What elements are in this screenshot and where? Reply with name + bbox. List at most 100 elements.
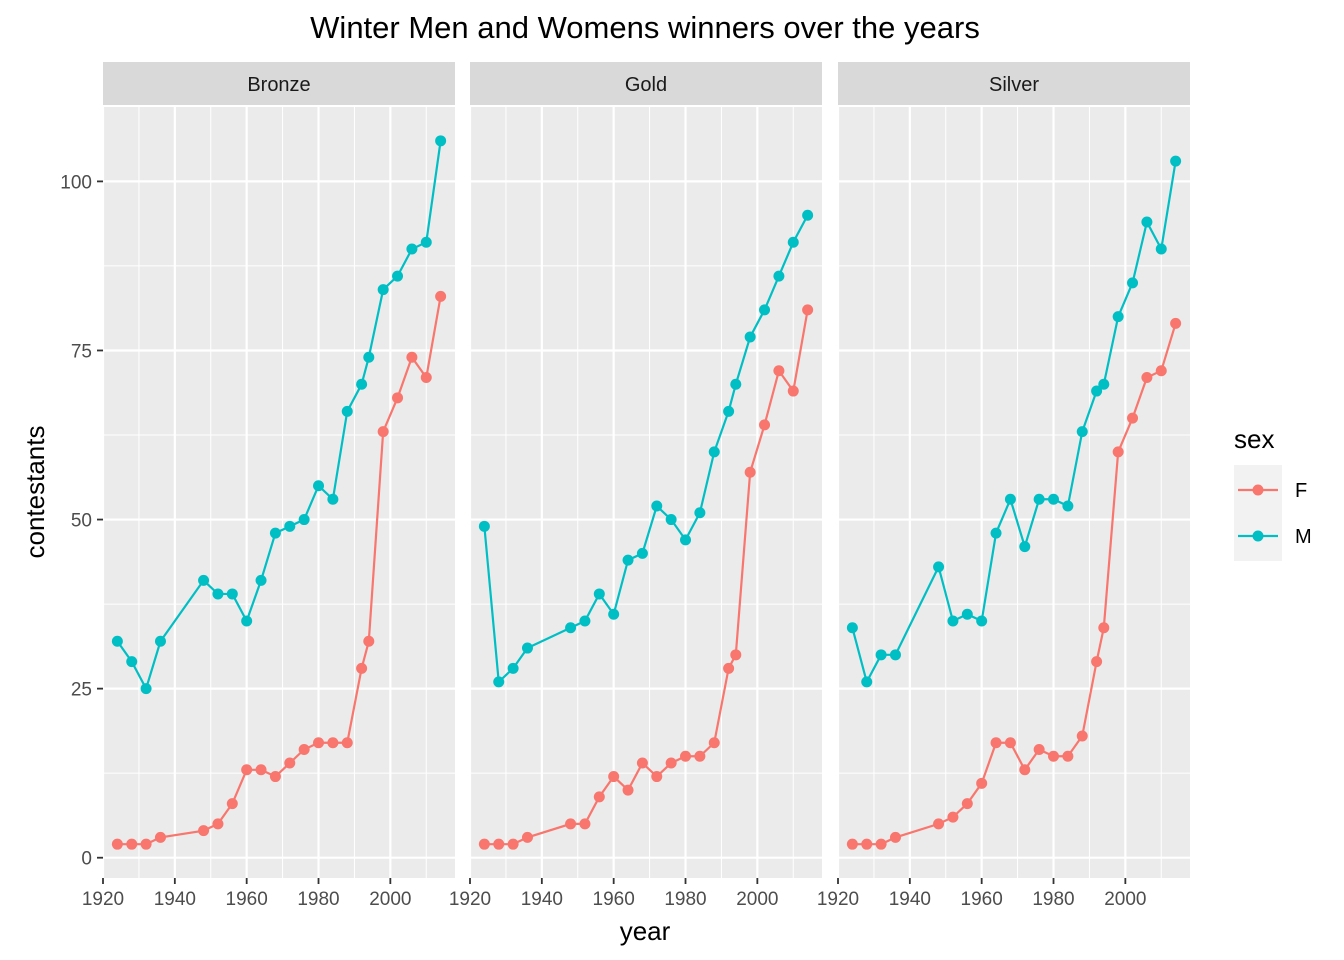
data-point <box>708 446 720 458</box>
data-point <box>565 818 577 830</box>
data-point <box>861 676 873 688</box>
data-point <box>111 838 123 850</box>
data-point <box>846 838 858 850</box>
data-point <box>1019 541 1031 553</box>
gridlines-gold <box>468 107 822 878</box>
data-point <box>521 831 533 843</box>
plot-background-gold <box>470 107 822 878</box>
data-point <box>744 466 756 478</box>
data-point <box>665 757 677 769</box>
data-point <box>773 270 785 282</box>
data-point <box>636 757 648 769</box>
data-point <box>889 649 901 661</box>
panel-silver: Silver 1920 1940 1960 1980 2000 <box>817 62 1190 910</box>
data-point <box>406 243 418 255</box>
data-point <box>392 392 404 404</box>
data-point <box>1155 365 1167 377</box>
data-point <box>875 649 887 661</box>
data-point <box>723 405 735 417</box>
data-point <box>255 574 267 586</box>
x-tick-label: 1920 <box>449 889 491 910</box>
data-point <box>708 737 720 749</box>
data-point <box>154 831 166 843</box>
x-tick-label: 1920 <box>817 889 859 910</box>
strip-gold <box>470 62 822 105</box>
data-point <box>665 514 677 526</box>
data-point <box>406 351 418 363</box>
x-tick-label: 1980 <box>297 889 339 910</box>
x-axis-bronze: 1920 1940 1960 1980 2000 <box>82 878 411 910</box>
data-point <box>212 818 224 830</box>
data-point <box>255 764 267 776</box>
x-axis-title: year <box>620 916 671 946</box>
gridlines-bronze <box>101 107 455 878</box>
data-point <box>420 372 432 384</box>
data-point <box>787 385 799 397</box>
data-point <box>875 838 887 850</box>
data-point <box>1098 378 1110 390</box>
data-point <box>961 798 973 810</box>
data-point <box>327 737 339 749</box>
data-point <box>1062 750 1074 762</box>
series-line <box>116 140 442 692</box>
data-point <box>759 419 771 431</box>
data-point <box>694 507 706 519</box>
data-point <box>1048 750 1060 762</box>
legend: sex F M <box>1234 424 1312 561</box>
data-point <box>802 304 814 316</box>
data-point <box>269 527 281 539</box>
data-point <box>377 426 389 438</box>
data-point <box>341 405 353 417</box>
gridlines-silver <box>836 107 1190 878</box>
y-tick-label: 75 <box>71 341 92 362</box>
legend-label: M <box>1295 526 1312 548</box>
data-point <box>507 662 519 674</box>
data-point <box>680 750 692 762</box>
data-point <box>126 838 138 850</box>
data-point <box>846 622 858 634</box>
x-tick-label: 1960 <box>593 889 635 910</box>
series-f-silver <box>846 317 1182 850</box>
data-point <box>1091 656 1103 668</box>
data-point <box>284 757 296 769</box>
legend-entry-f: F <box>1238 480 1307 502</box>
data-point <box>327 493 339 505</box>
data-point <box>241 764 253 776</box>
data-point <box>947 811 959 823</box>
data-point <box>976 777 988 789</box>
data-point <box>976 615 988 627</box>
data-point <box>1112 446 1124 458</box>
data-point <box>198 574 210 586</box>
data-point <box>1004 493 1016 505</box>
data-point <box>493 676 505 688</box>
data-point <box>1062 500 1074 512</box>
data-point <box>126 656 138 668</box>
data-point <box>478 520 490 532</box>
data-point <box>241 615 253 627</box>
series-m-gold <box>478 209 814 688</box>
series-m-silver <box>846 155 1182 688</box>
data-point <box>363 351 375 363</box>
data-point <box>1170 317 1182 329</box>
data-point <box>723 662 735 674</box>
data-point <box>990 527 1002 539</box>
data-point <box>493 838 505 850</box>
strip-silver <box>838 62 1190 105</box>
data-point <box>1127 277 1139 289</box>
data-point <box>140 838 152 850</box>
data-point <box>579 615 591 627</box>
x-tick-label: 1980 <box>1032 889 1074 910</box>
panel-bronze: Bronze 1920 1940 1960 1980 2000 0 25 50 75 100 <box>60 62 455 910</box>
plot-background-silver <box>838 107 1190 878</box>
data-point <box>1170 155 1182 167</box>
data-point <box>889 831 901 843</box>
series-line <box>117 296 442 846</box>
data-point <box>694 750 706 762</box>
data-point <box>636 547 648 559</box>
data-point <box>356 662 368 674</box>
facet-panels: Bronze 1920 1940 1960 1980 2000 0 25 50 75 100 Gold… <box>60 62 1190 910</box>
series-line <box>484 309 809 846</box>
data-point <box>947 615 959 627</box>
data-point <box>298 744 310 755</box>
data-point <box>435 135 447 147</box>
